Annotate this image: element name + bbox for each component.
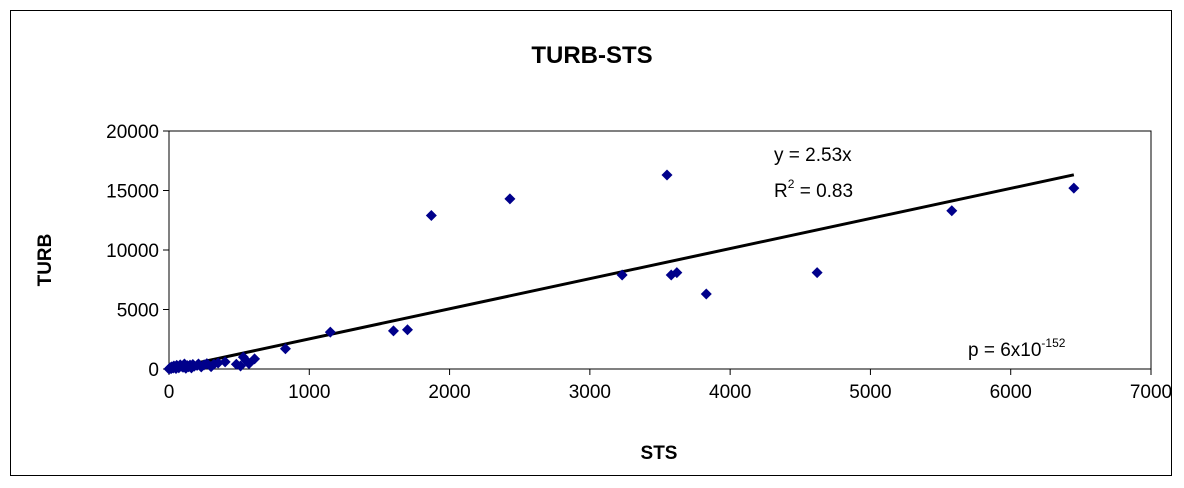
x-tick-label: 2000 [428,382,470,403]
data-point [401,324,413,336]
data-point [212,357,224,369]
x-tick-label: 3000 [569,382,611,403]
y-tick-label: 20000 [106,122,159,143]
data-point [504,193,516,205]
x-tick-label: 1000 [288,382,330,403]
data-point [616,269,628,281]
y-axis-title: TURB [35,234,56,287]
r-squared-label: R2 = 0.83 [774,177,853,202]
data-point [946,205,958,217]
y-tick-label: 10000 [106,241,159,262]
y-tick-label: 15000 [106,182,159,203]
r-squared-value: = 0.83 [794,181,853,202]
x-tick-label: 6000 [990,382,1032,403]
data-point [249,353,261,365]
plot-area [163,130,1152,375]
scatter-chart: TURB-STS STS TURB y = 2.53x R2 = 0.83 p … [35,42,1172,464]
data-point [425,209,437,221]
x-tick-label: 4000 [709,382,751,403]
x-tick-label: 0 [164,382,175,403]
p-value-prefix: p = 6x10 [968,340,1041,361]
r-squared-superscript: 2 [788,177,795,191]
r-squared-prefix: R [774,181,788,202]
data-point [811,267,823,279]
plot-border [168,130,1152,370]
data-point [219,356,231,368]
data-point [1068,182,1080,194]
y-tick-label: 0 [148,360,159,381]
y-tick-label: 5000 [117,301,159,322]
x-tick-label: 7000 [1130,382,1172,403]
p-value-superscript: -152 [1041,336,1065,350]
chart-title: TURB-STS [531,42,652,69]
data-point [387,325,399,337]
data-point [700,288,712,300]
data-point [279,343,291,355]
x-tick-label: 5000 [849,382,891,403]
trendline-equation: y = 2.53x [774,145,852,166]
data-point [661,169,673,181]
x-axis-title: STS [641,443,678,464]
data-point [324,326,336,338]
chart-area: TURB-STS STS TURB y = 2.53x R2 = 0.83 p … [10,10,1172,476]
data-point [671,267,683,279]
p-value-label: p = 6x10-152 [968,336,1066,361]
